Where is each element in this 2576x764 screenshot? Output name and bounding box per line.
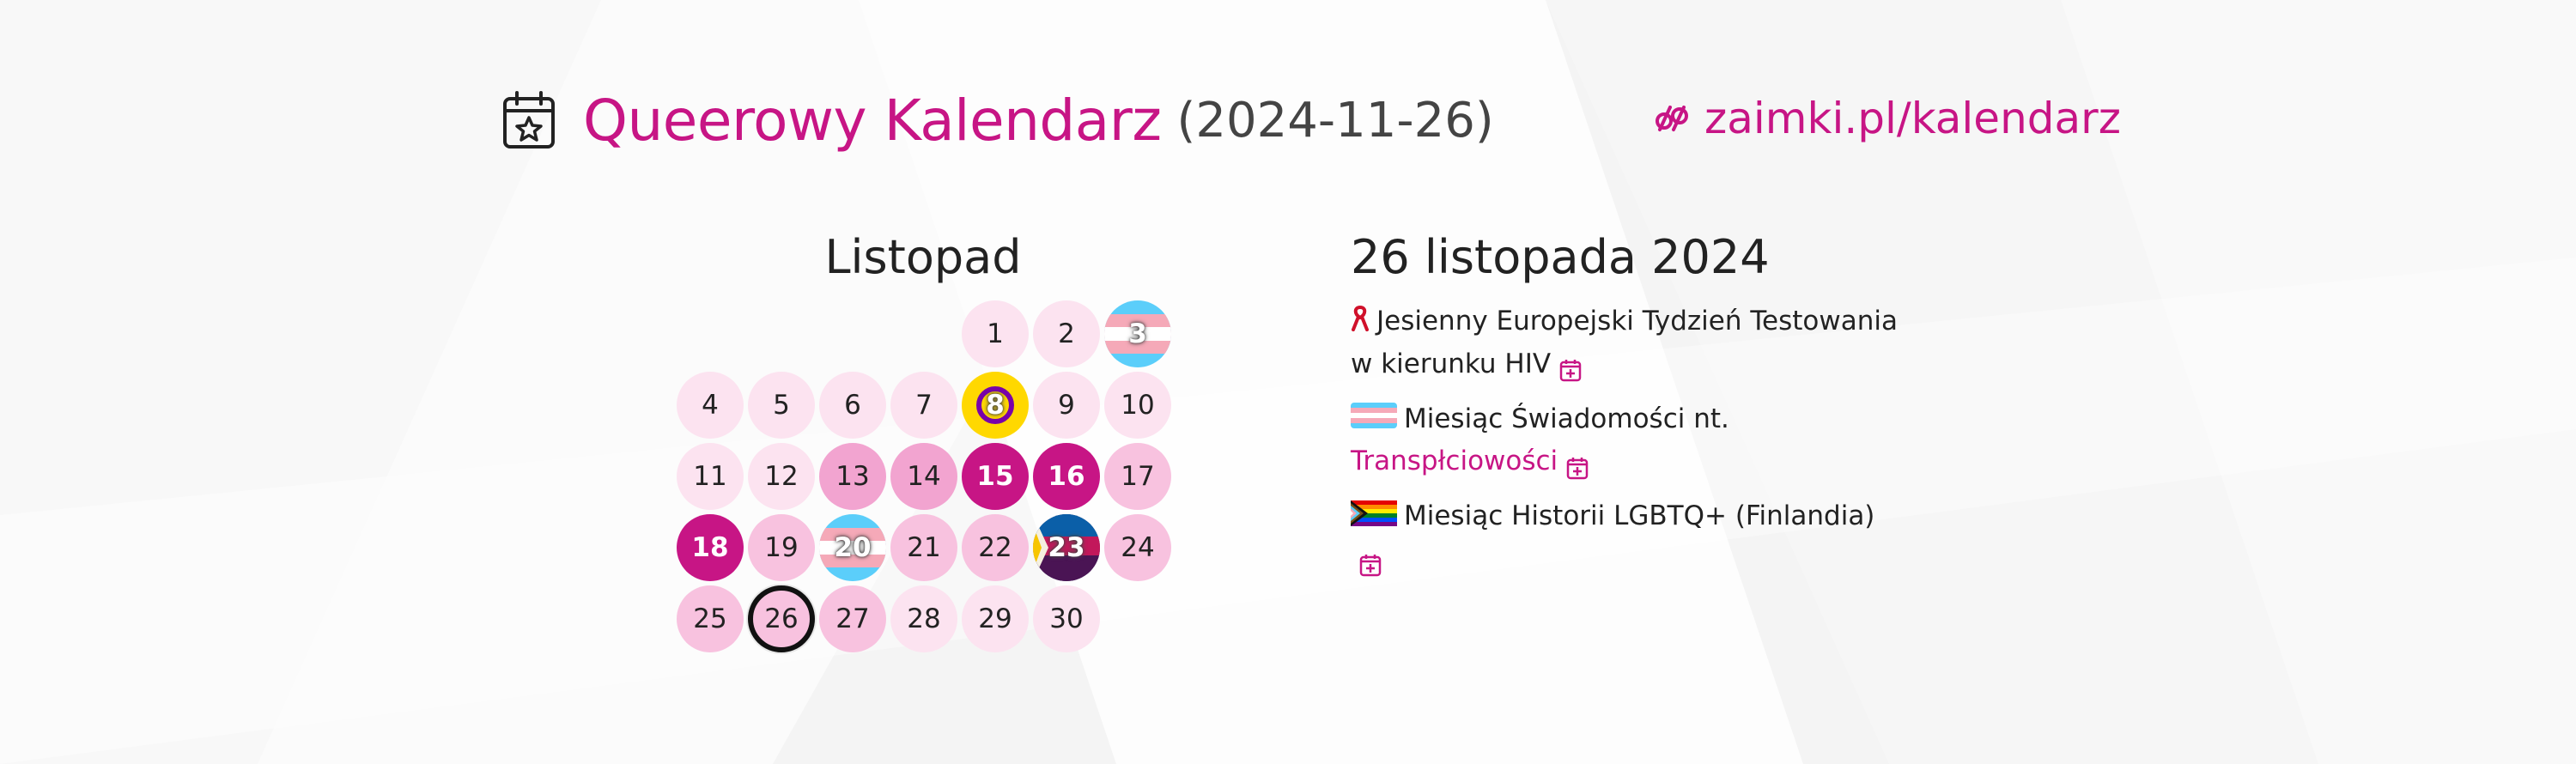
site-link[interactable]: zaimki.pl/kalendarz [1653,88,2121,149]
calendar-day-16[interactable]: 16 [1033,443,1100,510]
calendar-star-icon [502,90,556,150]
event-item: Miesiąc Świadomości nt. Transpłciowości [1351,398,1900,482]
calendar-day-number: 6 [844,390,861,421]
trans-flag-icon [1104,300,1171,367]
page-title: Queerowy Kalendarz [583,87,1162,154]
calendar-day-10[interactable]: 10 [1104,372,1171,439]
calendar-day-number: 4 [702,390,719,421]
event-text: Miesiąc Świadomości nt. [1404,403,1729,434]
calendar-day-number: 24 [1121,532,1155,563]
page-title-date: (2024-11-26) [1176,92,1494,149]
calendar-day-5[interactable]: 5 [748,372,815,439]
calendar-day-number: 18 [691,532,729,563]
calendar-day-number: 9 [1058,390,1075,421]
month-title: Listopad [824,230,1022,284]
calendar-day-number: 8 [986,390,1005,421]
calendar-day-number: 7 [915,390,933,421]
calendar-day-26[interactable]: 26 [748,585,815,652]
calendar-day-1[interactable]: 1 [962,300,1029,367]
calendar-day-9[interactable]: 9 [1033,372,1100,439]
calendar-day-23[interactable]: 23 [1033,514,1100,581]
calendar-day-22[interactable]: 22 [962,514,1029,581]
event-link[interactable]: Transpłciowości [1351,446,1558,476]
calendar-day-19[interactable]: 19 [748,514,815,581]
add-to-calendar-icon[interactable] [1559,353,1582,382]
calendar-day-number: 13 [835,461,870,492]
calendar-day-number: 17 [1121,461,1155,492]
calendar-day-number: 15 [976,461,1014,492]
calendar-day-12[interactable]: 12 [748,443,815,510]
event-list: Jesienny Europejski Tydzień Testowania w… [1351,300,1900,593]
calendar-grid: 1 2 3 4 5 6 7 8 9 10 11 12 13 14 15 16 17 18 19 20 21 22 23 24 2… [677,300,1175,661]
pronouns-logo-icon [1653,104,1691,133]
calendar-day-24[interactable]: 24 [1104,514,1171,581]
calendar-day-number: 3 [1128,318,1147,349]
calendar-day-15[interactable]: 15 [962,443,1029,510]
calendar-day-number: 25 [693,603,727,634]
calendar-day-14[interactable]: 14 [890,443,957,510]
calendar-day-8[interactable]: 8 [962,372,1029,439]
add-to-calendar-icon[interactable] [1359,548,1382,577]
calendar-day-number: 2 [1058,318,1075,349]
calendar-day-number: 14 [907,461,941,492]
calendar-day-30[interactable]: 30 [1033,585,1100,652]
calendar-day-number: 29 [978,603,1012,634]
progress-pride-flag-icon [1351,497,1397,538]
calendar-day-4[interactable]: 4 [677,372,744,439]
calendar-day-7[interactable]: 7 [890,372,957,439]
selected-date-title: 26 listopada 2024 [1351,230,1770,284]
calendar-day-number: 11 [693,461,727,492]
calendar-day-28[interactable]: 28 [890,585,957,652]
add-to-calendar-icon[interactable] [1566,451,1589,479]
site-url[interactable]: zaimki.pl/kalendarz [1704,94,2121,143]
trans-flag-icon [819,514,886,581]
calendar-day-number: 20 [834,532,872,563]
calendar-day-29[interactable]: 29 [962,585,1029,652]
calendar-day-number: 23 [1048,532,1085,563]
event-item: Miesiąc Historii LGBTQ+ (Finlandia) [1351,495,1900,579]
calendar-day-27[interactable]: 27 [819,585,886,652]
calendar-day-3[interactable]: 3 [1104,300,1171,367]
calendar-day-11[interactable]: 11 [677,443,744,510]
calendar-day-17[interactable]: 17 [1104,443,1171,510]
trans-flag-icon [1351,399,1397,440]
calendar-day-number: 16 [1048,461,1085,492]
calendar-day-number: 10 [1121,390,1155,421]
event-text: Jesienny Europejski Tydzień Testowania w… [1351,306,1898,379]
calendar-day-25[interactable]: 25 [677,585,744,652]
calendar-day-number: 28 [907,603,941,634]
event-text: Miesiąc Historii LGBTQ+ (Finlandia) [1404,500,1875,531]
calendar-day-2[interactable]: 2 [1033,300,1100,367]
calendar-day-number: 26 [764,603,799,634]
calendar-day-21[interactable]: 21 [890,514,957,581]
page-header: Queerowy Kalendarz (2024-11-26) [502,82,1494,159]
calendar-day-18[interactable]: 18 [677,514,744,581]
calendar-day-number: 21 [907,532,941,563]
calendar-day-20[interactable]: 20 [819,514,886,581]
calendar-day-number: 5 [773,390,790,421]
calendar-day-number: 22 [978,532,1012,563]
event-item: Jesienny Europejski Tydzień Testowania w… [1351,300,1900,385]
calendar-day-6[interactable]: 6 [819,372,886,439]
calendar-day-number: 30 [1049,603,1084,634]
calendar-day-number: 19 [764,532,799,563]
intersex-flag-icon [962,372,1029,439]
calendar-day-number: 1 [987,318,1004,349]
multi-flag-icon [1033,514,1100,581]
red-ribbon-icon [1351,302,1370,343]
calendar-day-13[interactable]: 13 [819,443,886,510]
calendar-day-number: 12 [764,461,799,492]
calendar-day-number: 27 [835,603,870,634]
